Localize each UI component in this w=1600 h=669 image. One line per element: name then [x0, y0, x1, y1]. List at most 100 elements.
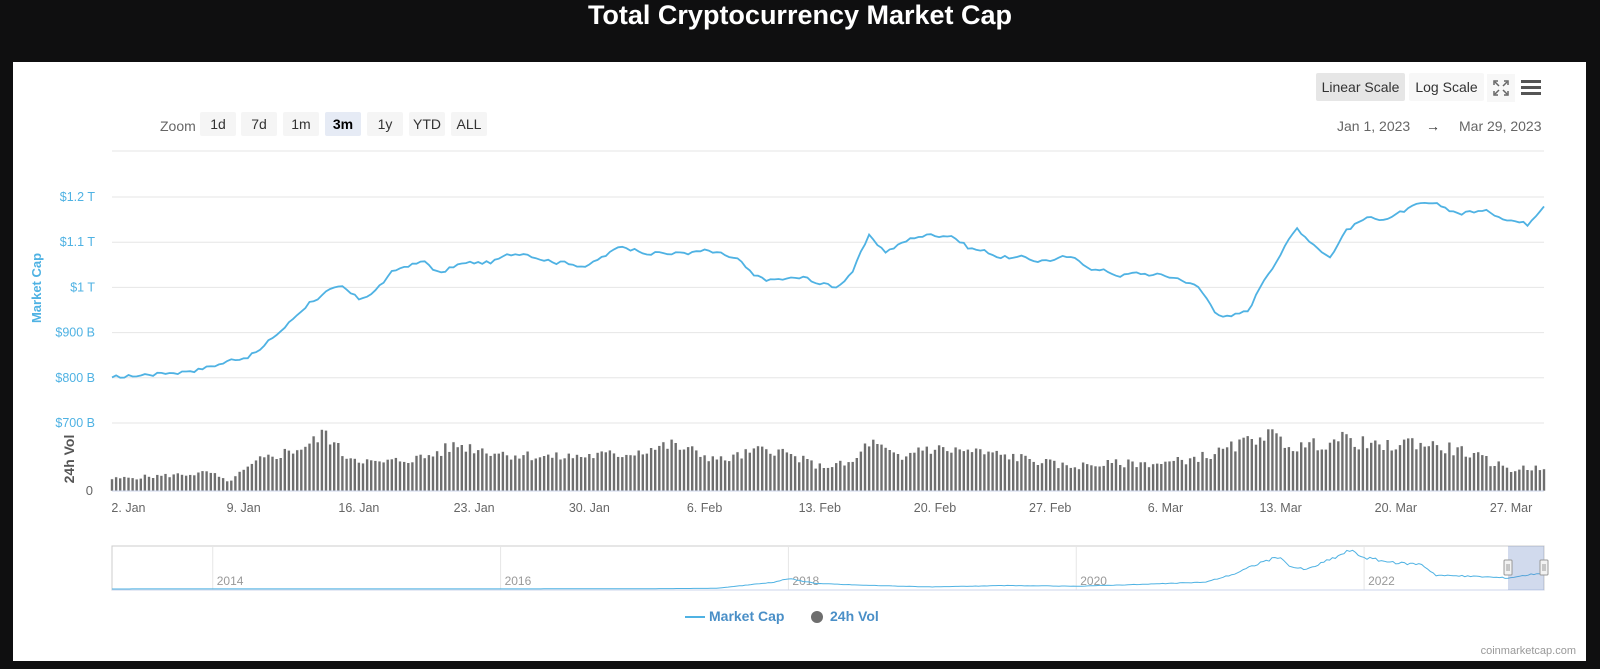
navigator: 2014 2016 2018 2020 2022 — [111, 545, 1549, 591]
volume-bar — [139, 477, 143, 492]
volume-bar — [1476, 451, 1480, 492]
log-scale-button[interactable]: Log Scale — [1409, 73, 1484, 101]
volume-bar — [147, 476, 151, 492]
range-to[interactable]: Mar 29, 2023 — [1459, 118, 1542, 134]
volume-bar — [1427, 445, 1431, 492]
volume-bar — [879, 443, 884, 492]
volume-bar — [505, 454, 509, 492]
zoom-7d-button[interactable]: 7d — [241, 112, 277, 136]
volume-bar — [587, 453, 592, 492]
navigator-handle-right[interactable] — [1539, 559, 1549, 576]
volume-bar — [743, 448, 748, 492]
volume-axis-tick: 0 — [86, 483, 93, 498]
x-tick-label: 6. Mar — [1148, 501, 1183, 515]
volume-bar — [1097, 465, 1102, 492]
volume-bar — [1229, 440, 1234, 492]
legend-item-market-cap[interactable]: Market Cap — [685, 607, 784, 625]
navigator-handle-left[interactable] — [1503, 559, 1513, 576]
volume-bar — [842, 464, 847, 492]
volume-bar — [1147, 466, 1151, 492]
volume-bar — [603, 451, 608, 492]
volume-bar — [299, 449, 304, 492]
volume-bar — [1069, 467, 1073, 492]
zoom-3m-button[interactable]: 3m — [325, 112, 361, 136]
volume-bar — [719, 455, 723, 492]
volume-bar — [1439, 449, 1443, 492]
volume-bar — [900, 459, 904, 492]
volume-bar — [1208, 458, 1213, 492]
zoom-1y-button[interactable]: 1y — [367, 112, 403, 136]
volume-bar — [871, 439, 876, 492]
volume-bar — [163, 473, 168, 492]
volume-bar — [381, 461, 386, 492]
volume-bar — [180, 474, 184, 492]
volume-bar — [1307, 441, 1312, 492]
credit-link[interactable]: coinmarketcap.com — [1480, 645, 1576, 657]
zoom-ytd-button[interactable]: YTD — [409, 112, 445, 136]
volume-bar — [550, 457, 555, 492]
navigator-selection[interactable] — [1508, 546, 1544, 590]
volume-bar — [398, 460, 402, 492]
volume-bar — [1348, 437, 1353, 492]
volume-bar — [797, 461, 802, 492]
volume-bar — [525, 450, 530, 492]
x-tick-label: 27. Mar — [1490, 501, 1532, 515]
volume-bar — [1122, 466, 1127, 492]
volume-bar — [620, 456, 625, 492]
volume-bar — [213, 472, 217, 492]
volume-bar — [945, 450, 950, 492]
volume-bar — [805, 458, 810, 492]
volume-bar — [1517, 468, 1522, 492]
volume-bar — [1352, 446, 1357, 492]
range-arrow-icon: → — [1426, 118, 1440, 134]
volume-bar — [682, 448, 686, 492]
volume-bar — [192, 474, 197, 492]
zoom-1d-button[interactable]: 1d — [200, 112, 236, 136]
volume-bar — [241, 469, 246, 492]
volume-bar — [196, 471, 201, 492]
volume-bar — [1299, 441, 1303, 492]
volume-bar — [986, 450, 991, 492]
range-from[interactable]: Jan 1, 2023 — [1337, 118, 1411, 134]
volume-bar — [715, 458, 719, 492]
volume-bar — [822, 467, 826, 492]
volume-bar — [1492, 465, 1497, 492]
volume-bar — [435, 450, 439, 492]
volume-bar — [307, 442, 312, 492]
menu-icon[interactable] — [1517, 74, 1545, 102]
volume-bar — [1447, 441, 1452, 492]
volume-bar — [727, 460, 732, 492]
volume-bar — [739, 457, 744, 492]
volume-bar — [324, 429, 328, 492]
volume-bar — [237, 471, 242, 492]
volume-bar — [1085, 463, 1089, 492]
chart-plot[interactable]: $700 B $800 B $900 B $1 T $1.1 T $1.2 T Marke… — [13, 62, 1586, 661]
linear-scale-button[interactable]: Linear Scale — [1316, 73, 1405, 101]
volume-bar — [887, 449, 892, 492]
volume-bar — [361, 462, 365, 492]
volume-bar — [1134, 466, 1139, 492]
volume-bar — [772, 455, 777, 492]
volume-bar — [710, 455, 715, 492]
volume-bar — [1023, 455, 1028, 492]
y-tick-label: $700 B — [55, 416, 95, 430]
volume-bar — [1027, 458, 1032, 492]
volume-bar — [480, 447, 485, 492]
volume-bar — [756, 445, 760, 492]
volume-bar — [1184, 463, 1188, 492]
volume-bar — [1336, 440, 1341, 492]
volume-bar — [402, 461, 407, 492]
volume-bar — [834, 462, 839, 492]
x-axis: 2. Jan 9. Jan 16. Jan 23. Jan 30. Jan 6. Feb 1… — [111, 501, 1532, 515]
volume-bar — [394, 457, 398, 492]
volume-bar — [1274, 432, 1279, 492]
volume-bar — [1291, 450, 1295, 492]
volume-bar — [966, 448, 970, 492]
navigator-tick-label: 2016 — [505, 574, 532, 588]
legend-item-24h-vol[interactable]: 24h Vol — [811, 607, 879, 625]
zoom-all-button[interactable]: ALL — [451, 112, 487, 136]
volume-bar — [266, 454, 271, 492]
volume-bar — [974, 447, 978, 492]
fullscreen-icon[interactable] — [1487, 74, 1515, 102]
zoom-1m-button[interactable]: 1m — [283, 112, 319, 136]
